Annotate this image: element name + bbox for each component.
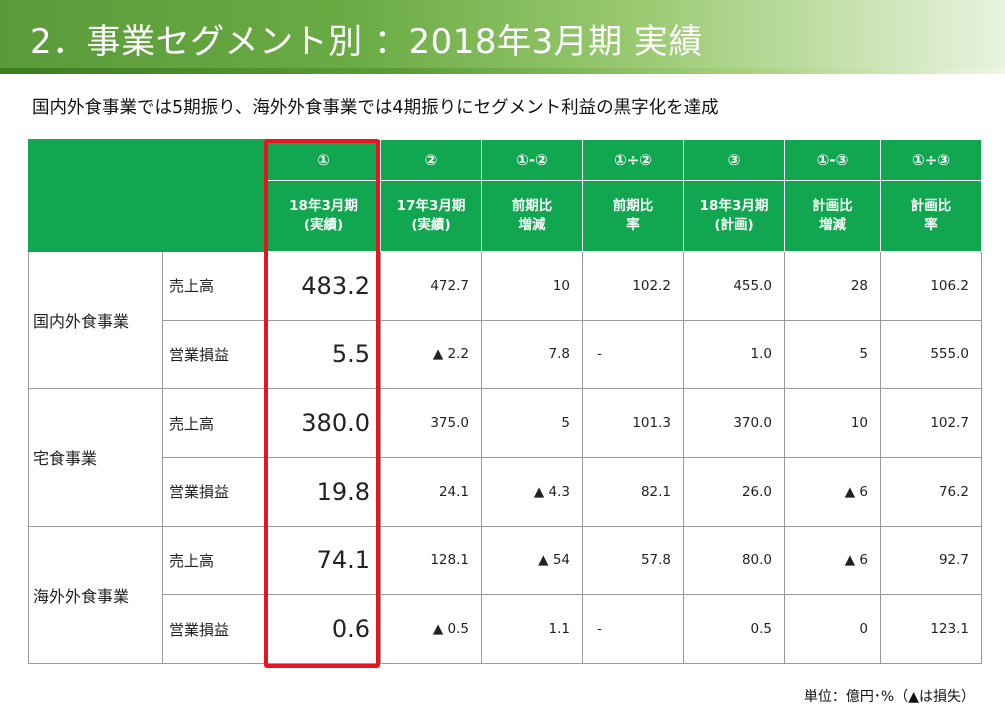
segment-name: 宅食事業	[28, 388, 163, 527]
metric-label: 売上高	[162, 251, 267, 321]
table-cell: ▲ 54	[481, 525, 583, 596]
metric-label: 営業損益	[162, 456, 267, 527]
table-cell: -	[582, 319, 684, 390]
table-cell: 101.3	[582, 388, 684, 458]
table-cell: 128.1	[380, 525, 482, 596]
col-number: ②	[380, 139, 482, 181]
table-cell: 483.2	[266, 251, 381, 321]
col-number: ①÷③	[880, 139, 982, 181]
table-cell: 1.0	[683, 319, 785, 390]
page-title: 2．事業セグメント別 ：2018年3月期 実績	[30, 22, 703, 62]
table-cell: 5	[784, 319, 881, 390]
page-subtitle: 国内外食事業では5期振り、海外外食事業では4期振りにセグメント利益の黒字化を達成	[32, 98, 719, 118]
metric-label: 営業損益	[162, 594, 267, 664]
header-row-labels: 18年3月期 (実績) 17年3月期 (実績) 前期比 増減 前期比率 18年3月期(…	[29, 180, 982, 252]
table-cell: 24.1	[380, 456, 482, 527]
table-cell: -	[582, 594, 684, 664]
header-corner	[28, 139, 267, 252]
segment-results-table: ① ② ①-② ①÷② ③ ①-③ ①÷③ 18年3月期 (実績) 17年3月期(…	[28, 139, 982, 665]
table-cell: 0.5	[683, 594, 785, 664]
col-number: ①÷②	[582, 139, 684, 181]
table-cell: 10	[784, 388, 881, 458]
table-row: 海外外食事業 売上高 74.1 128.1 ▲ 54 57.8 80.0 ▲ 6…	[28, 525, 982, 665]
table-cell: 555.0	[880, 319, 982, 390]
title-banner-underline	[0, 68, 1005, 74]
table-cell: 0	[784, 594, 881, 664]
table-cell: ▲ 0.5	[380, 594, 482, 664]
col-number: ①	[266, 139, 381, 181]
table-cell: 102.7	[880, 388, 982, 458]
table-cell: 82.1	[582, 456, 684, 527]
segment-name: 国内外食事業	[28, 250, 163, 390]
table-row: 宅食事業 売上高 380.0 375.0 5 101.3 370.0 10 10…	[28, 388, 982, 527]
col-number: ①-③	[784, 139, 881, 181]
col-label: 18年3月期 (実績)	[266, 180, 381, 252]
col-label: 前期比率	[582, 180, 684, 252]
table-cell: 123.1	[880, 594, 982, 664]
table-row: 営業損益 5.5 ▲ 2.2 7.8 - 1.0 5 555.0	[29, 319, 982, 390]
header-row-numbers: ① ② ①-② ①÷② ③ ①-③ ①÷③	[28, 139, 982, 252]
table-cell: ▲ 6	[784, 525, 881, 596]
table-cell: 375.0	[380, 388, 482, 458]
table-cell: 74.1	[266, 525, 381, 596]
table-cell: 19.8	[266, 456, 381, 527]
col-label: 17年3月期 (実績)	[380, 180, 482, 252]
col-label: 18年3月期 (計画)	[683, 180, 785, 252]
title-banner	[0, 0, 1005, 68]
table-cell: 76.2	[880, 456, 982, 527]
table-cell: 7.8	[481, 319, 583, 390]
metric-label: 売上高	[162, 525, 267, 596]
table-cell: ▲ 4.3	[481, 456, 583, 527]
unit-note: 単位：億円･%（▲は損失）	[803, 689, 975, 705]
table-cell: 80.0	[683, 525, 785, 596]
table-cell: 0.6	[266, 594, 381, 664]
table-cell: 102.2	[582, 251, 684, 321]
table-cell: ▲ 6	[784, 456, 881, 527]
col-number: ①-②	[481, 139, 583, 181]
col-label: 計画比率	[880, 180, 982, 252]
table-cell: 26.0	[683, 456, 785, 527]
table-cell: ▲ 2.2	[380, 319, 482, 390]
table-cell: 92.7	[880, 525, 982, 596]
table-row: 営業損益 0.6 ▲ 0.5 1.1 - 0.5 0 123.1	[29, 594, 982, 664]
table-cell: 10	[481, 251, 583, 321]
metric-label: 営業損益	[162, 319, 267, 390]
table-cell: 57.8	[582, 525, 684, 596]
col-number: ③	[683, 139, 785, 181]
col-label: 計画比 増減	[784, 180, 881, 252]
table-cell: 28	[784, 251, 881, 321]
table-cell: 106.2	[880, 251, 982, 321]
table-row: 国内外食事業 売上高 483.2 472.7 10 102.2 455.0 28…	[28, 250, 982, 390]
col-label: 前期比 増減	[481, 180, 583, 252]
metric-label: 売上高	[162, 388, 267, 458]
segment-name: 海外外食事業	[28, 525, 163, 665]
table-cell: 455.0	[683, 251, 785, 321]
table-cell: 5	[481, 388, 583, 458]
table-cell: 1.1	[481, 594, 583, 664]
table-cell: 472.7	[380, 251, 482, 321]
table-row: 営業損益 19.8 24.1 ▲ 4.3 82.1 26.0 ▲ 6 76.2	[29, 456, 982, 527]
table-cell: 380.0	[266, 388, 381, 458]
table-cell: 370.0	[683, 388, 785, 458]
table-cell: 5.5	[266, 319, 381, 390]
